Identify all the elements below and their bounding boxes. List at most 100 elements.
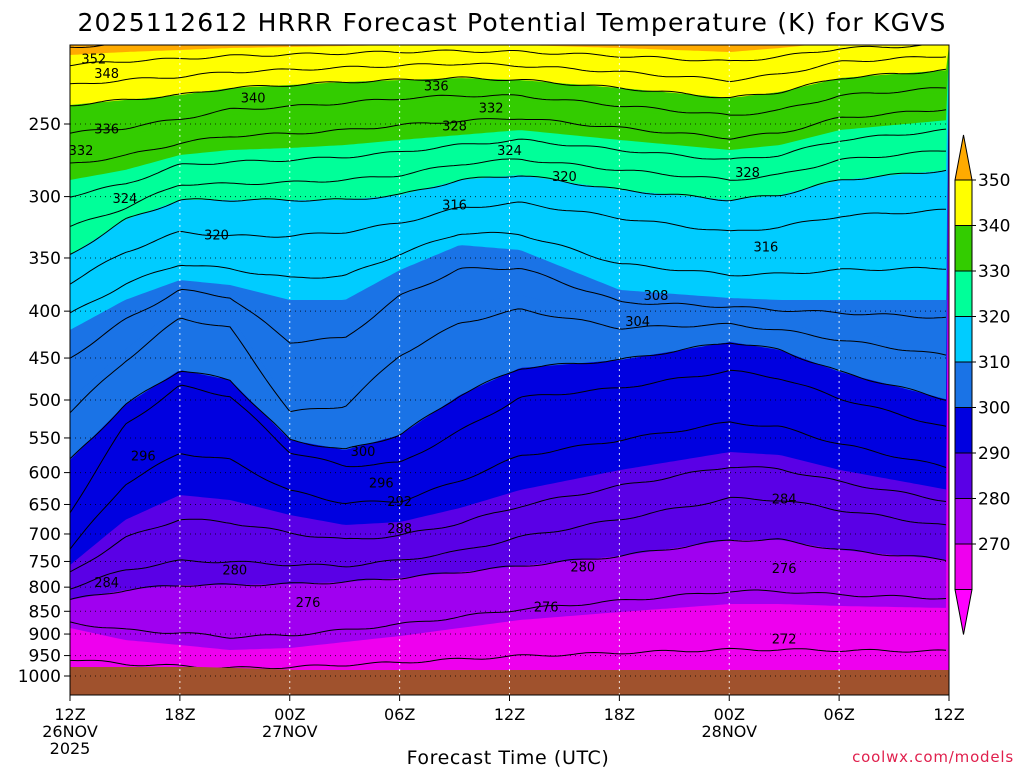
contour-label: 340 [241,92,266,107]
x-tick-label: 00Z [274,705,305,724]
contour-label: 332 [69,144,94,159]
contour-line [70,421,947,550]
colorbar-segment [954,498,973,545]
colorbar-label: 350 [978,171,1010,191]
x-tick-label: 12Z [933,705,964,724]
contour-line [70,589,947,639]
contour-label: 332 [479,102,504,117]
colorbar-label: 320 [978,308,1010,328]
contour-label: 284 [772,492,797,507]
contour-label: 292 [387,495,412,510]
colorbar-label: 310 [978,353,1010,373]
colorbar-segment [954,316,973,363]
y-tick-label: 950 [29,647,61,667]
colorbar-segment [954,225,973,272]
contour-line [70,308,947,414]
contour-label: 336 [424,80,449,95]
band-fill [70,45,949,80]
colorbar-segment [954,543,973,590]
y-tick-label: 600 [29,464,61,484]
contour-label: 316 [753,240,778,255]
x-tick-label: 18Z [164,705,195,724]
y-tick-label: 450 [29,349,61,369]
y-axis: 250 300 350 400 450 500 550 600 650 700 750 800 850 9… [18,115,70,687]
contour-labels: 3523483403363363323323283283243243203203… [69,52,797,647]
contour-line [70,201,946,285]
contour-label: 336 [94,123,119,138]
contour-line [70,56,947,85]
contour-label: 280 [570,561,595,576]
contour-label: 284 [94,576,119,591]
credit-label[interactable]: coolwx.com/models [852,748,1014,766]
contour-line [70,466,947,573]
y-tick-label: 700 [29,525,61,545]
contour-line [70,109,947,164]
contour-label: 308 [644,289,669,304]
x-tick-date: 26NOV [42,722,98,741]
colorbar-bottom-triangle [954,589,973,635]
colorbar-label: 330 [978,262,1010,282]
contour-line [70,231,947,314]
x-tick-label: 18Z [604,705,635,724]
contour-label: 352 [81,52,106,67]
contour-label: 296 [131,450,156,465]
colorbar-label: 340 [978,217,1010,237]
contour-label: 276 [772,562,797,577]
y-tick-label: 650 [29,495,61,515]
y-tick-label: 800 [29,578,61,598]
y-tick-label: 400 [29,302,61,322]
x-tick-label: 12Z [494,705,525,724]
colorbar-segment [954,270,973,317]
y-tick-label: 350 [29,249,61,269]
chart-title: 2025112612 HRRR Forecast Potential Tempe… [77,8,946,37]
x-tick-date: 28NOV [701,722,757,741]
contour-label: 280 [222,563,247,578]
x-axis-title: Forecast Time (UTC) [407,747,610,768]
contour-label: 320 [204,229,229,244]
contour-label: 304 [625,315,650,330]
contour-line [70,128,947,198]
contour-lines [70,45,947,670]
band-fill [70,45,949,55]
y-tick-label: 300 [29,188,61,208]
y-tick-label: 900 [29,625,61,645]
contour-label: 316 [442,198,467,213]
contour-label: 320 [552,170,577,185]
colorbar-label: 280 [978,490,1010,510]
x-tick-label: 00Z [714,705,745,724]
contour-line [70,87,947,134]
contour-line [70,169,947,255]
y-tick-label: 250 [29,115,61,135]
contour-line [70,68,947,107]
colorbar-legend: 350 340 330 320 310 300 290 280 270 [954,134,1010,635]
contour-line [70,45,928,67]
contour-line [70,369,947,514]
colorbar-segment [954,452,973,499]
x-tick-date: 27NOV [262,722,318,741]
contour-label: 288 [387,522,412,537]
contour-label: 272 [772,632,797,647]
contour-line [70,496,947,590]
x-tick-label: 06Z [823,705,854,724]
colorbar-segment [954,361,973,408]
contour-label: 296 [369,476,394,491]
plot-area [70,45,949,695]
contour-label: 324 [497,144,522,159]
colorbar-segment [954,179,973,226]
contour-label: 324 [113,192,138,207]
contour-line [70,150,946,227]
x-tick-year: 2025 [50,739,91,758]
colorbar-label: 300 [978,399,1010,419]
contour-label: 300 [351,445,376,460]
contour-line [70,538,947,600]
colorbar-segment [954,407,973,454]
colorbar-label: 270 [978,535,1010,555]
grid-lines [70,45,949,695]
contour-label: 276 [296,596,321,611]
y-tick-label: 750 [29,552,61,572]
contour-label: 348 [94,67,119,82]
colorbar-label: 290 [978,444,1010,464]
y-tick-label: 500 [29,391,61,411]
